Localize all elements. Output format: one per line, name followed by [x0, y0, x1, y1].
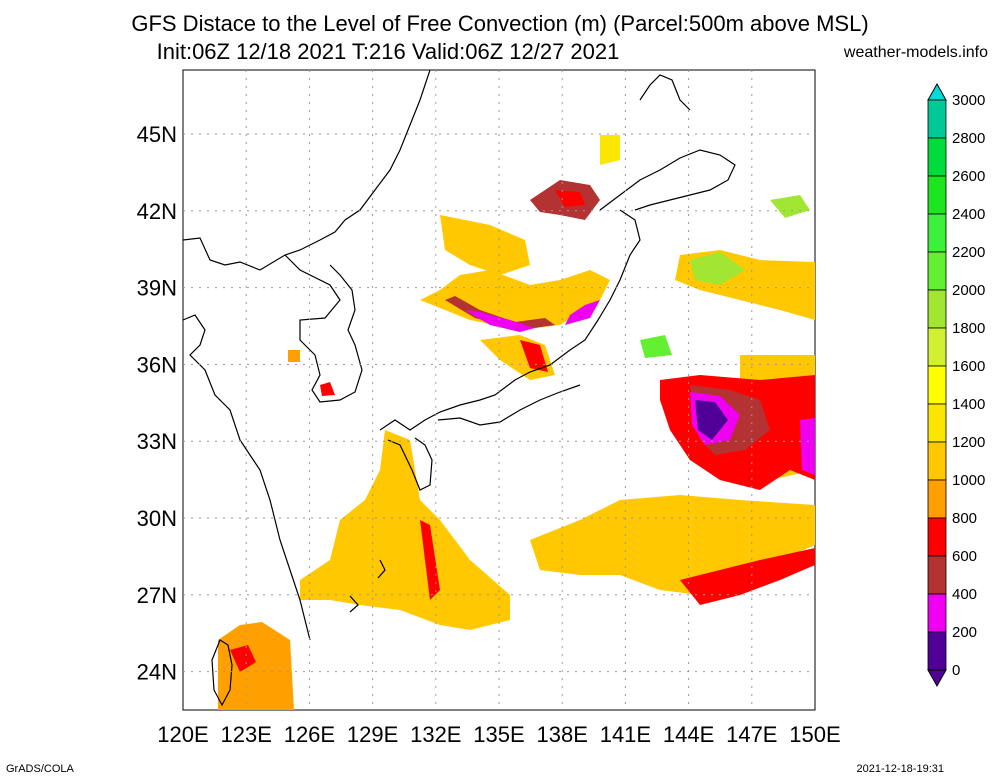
latitude-label: 42N	[137, 199, 177, 224]
colorbar-label: 1400	[952, 396, 985, 413]
colorbar-label: 0	[952, 662, 960, 679]
colorbar-swatch	[927, 137, 947, 177]
latitude-label: 45N	[137, 122, 177, 147]
longitude-label: 123E	[221, 722, 272, 747]
latitude-label: 30N	[137, 506, 177, 531]
credit-text: weather-models.info	[843, 44, 988, 61]
colorbar-swatch	[927, 175, 947, 215]
colorbar-label: 2000	[952, 282, 985, 299]
longitude-label: 147E	[726, 722, 777, 747]
colorbar-label: 800	[952, 510, 977, 527]
latitude-labels: 45N 42N 39N 36N 33N 30N 27N 24N	[137, 122, 177, 685]
longitude-labels: 120E 123E 126E 129E 132E 135E 138E 141E 144E 147E…	[157, 722, 840, 747]
field-layer	[218, 135, 815, 710]
longitude-label: 126E	[284, 722, 335, 747]
colorbar-swatch	[927, 441, 947, 481]
map-title: GFS Distace to the Level of Free Convect…	[131, 11, 869, 36]
graticule	[183, 70, 815, 710]
colorbar-swatch	[927, 99, 947, 139]
colorbar-label: 2200	[952, 244, 985, 261]
colorbar-label: 200	[952, 624, 977, 641]
longitude-label: 141E	[600, 722, 651, 747]
colorbar-swatch	[927, 289, 947, 329]
colorbar-swatch	[927, 517, 947, 557]
colorbar-bottom-arrow	[927, 669, 947, 688]
longitude-label: 132E	[410, 722, 461, 747]
longitude-label: 120E	[157, 722, 208, 747]
colorbar-label: 3000	[952, 92, 985, 109]
colorbar-swatch	[927, 251, 947, 291]
latitude-label: 27N	[137, 583, 177, 608]
colorbar-label: 400	[952, 586, 977, 603]
longitude-label: 129E	[347, 722, 398, 747]
colorbar-label: 2600	[952, 168, 985, 185]
colorbar-swatch	[927, 403, 947, 443]
latitude-label: 24N	[137, 660, 177, 685]
colorbar-swatch	[927, 213, 947, 253]
colorbar: 3000280026002400220020001800160014001200…	[927, 82, 985, 688]
longitude-label: 138E	[537, 722, 588, 747]
latitude-label: 39N	[137, 276, 177, 301]
colorbar-swatch	[927, 479, 947, 519]
colorbar-label: 1600	[952, 358, 985, 375]
longitude-label: 150E	[789, 722, 840, 747]
colorbar-swatch	[927, 631, 947, 671]
latitude-label: 36N	[137, 352, 177, 377]
colorbar-label: 2400	[952, 206, 985, 223]
colorbar-top-arrow	[927, 82, 947, 101]
colorbar-swatch	[927, 555, 947, 595]
latitude-label: 33N	[137, 429, 177, 454]
map-subtitle: Init:06Z 12/18 2021 T:216 Valid:06Z 12/2…	[156, 39, 620, 64]
coastline-layer	[182, 69, 736, 707]
colorbar-label: 2800	[952, 130, 985, 147]
colorbar-label: 600	[952, 548, 977, 565]
colorbar-swatch	[927, 327, 947, 367]
longitude-label: 135E	[473, 722, 524, 747]
colorbar-swatch	[927, 593, 947, 633]
footer-timestamp: 2021-12-18-19:31	[856, 763, 944, 775]
footer-credit: GrADS/COLA	[6, 763, 74, 775]
colorbar-label: 1800	[952, 320, 985, 337]
colorbar-label: 1200	[952, 434, 985, 451]
colorbar-label: 1000	[952, 472, 985, 489]
longitude-label: 144E	[663, 722, 714, 747]
colorbar-swatch	[927, 365, 947, 405]
